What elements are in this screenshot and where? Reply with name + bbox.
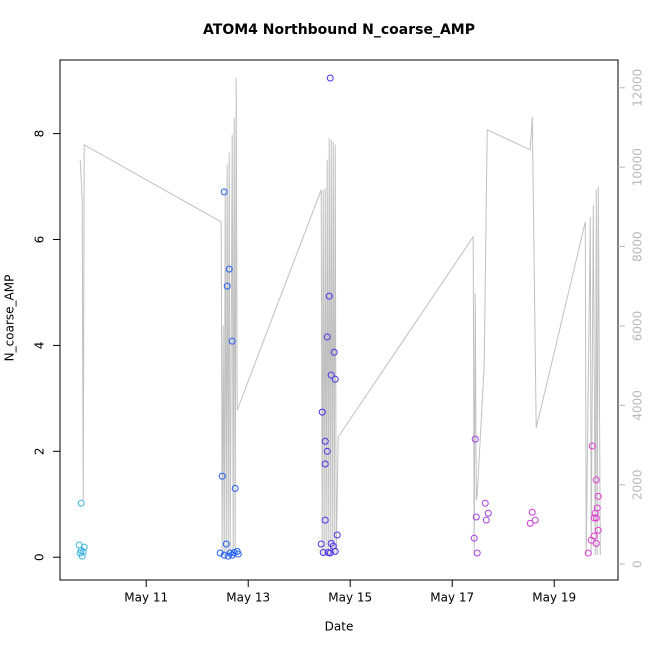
point — [318, 408, 326, 416]
point — [594, 492, 602, 500]
point — [470, 534, 478, 542]
point — [331, 547, 339, 555]
point — [473, 549, 481, 557]
y-tick-label: 2 — [33, 448, 47, 456]
y-tick-label: 0 — [33, 553, 47, 561]
point — [223, 282, 231, 290]
point — [592, 476, 600, 484]
point — [220, 551, 228, 559]
y2-tick-label: 12000 — [631, 69, 645, 107]
x-tick-label: May 13 — [226, 591, 270, 605]
point — [326, 549, 334, 557]
point — [591, 509, 599, 517]
point — [526, 519, 534, 527]
point — [228, 337, 236, 345]
point — [590, 514, 598, 522]
point — [218, 472, 226, 480]
point — [325, 292, 333, 300]
x-axis-label: Date — [325, 620, 354, 634]
point — [319, 548, 327, 556]
point — [225, 265, 233, 273]
point — [331, 375, 339, 383]
point — [79, 548, 87, 556]
y-tick-label: 6 — [33, 236, 47, 244]
point — [531, 516, 539, 524]
point — [333, 531, 341, 539]
point — [222, 540, 230, 548]
point — [472, 513, 480, 521]
chart-title: ATOM4 Northbound N_coarse_AMP — [203, 22, 475, 38]
point — [592, 514, 600, 522]
y2-tick-label: 10000 — [631, 148, 645, 186]
point — [330, 348, 338, 356]
x-tick-label: May 17 — [430, 591, 474, 605]
x-tick-label: May 15 — [328, 591, 372, 605]
y-axis-label: N_coarse_AMP — [3, 275, 17, 362]
point — [590, 532, 598, 540]
point — [216, 549, 224, 557]
point — [592, 539, 600, 547]
point — [471, 435, 479, 443]
point — [321, 460, 329, 468]
point — [77, 499, 85, 507]
y2-tick-label: 6000 — [631, 311, 645, 342]
point — [321, 437, 329, 445]
y-tick-label: 8 — [33, 130, 47, 138]
x-tick-label: May 11 — [124, 591, 168, 605]
y2-tick-label: 0 — [631, 560, 645, 568]
point — [321, 516, 329, 524]
point — [228, 551, 236, 559]
y2-tick-label: 8000 — [631, 231, 645, 262]
point — [326, 74, 334, 82]
line — [79, 77, 601, 556]
y-tick-label: 4 — [33, 342, 47, 350]
y2-tick-label: 2000 — [631, 469, 645, 500]
point — [482, 516, 490, 524]
point — [226, 549, 234, 557]
point — [78, 552, 86, 560]
point — [528, 508, 536, 516]
plot-frame — [59, 59, 619, 581]
x-tick-label: May 19 — [532, 591, 576, 605]
point — [481, 499, 489, 507]
point — [317, 540, 325, 548]
point — [588, 442, 596, 450]
point — [327, 371, 335, 379]
point — [584, 549, 592, 557]
point — [220, 188, 228, 196]
y2-tick-label: 4000 — [631, 390, 645, 421]
point — [484, 509, 492, 517]
point — [231, 484, 239, 492]
point — [323, 447, 331, 455]
point — [323, 333, 331, 341]
point — [594, 526, 602, 534]
